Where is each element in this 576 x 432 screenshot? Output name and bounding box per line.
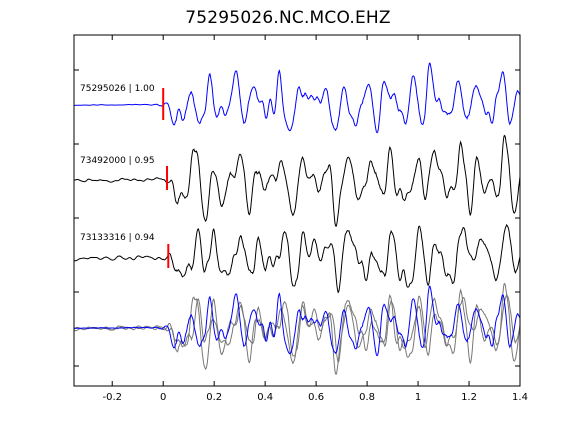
overlay-trace-1 <box>73 285 521 357</box>
trace-label-3: 73133316 | 0.94 <box>80 233 155 243</box>
trace-line-1 <box>73 62 521 134</box>
x-tick-label: 0.6 <box>308 392 324 403</box>
x-tick-label: -0.2 <box>102 392 122 403</box>
picks-group <box>162 88 170 268</box>
overlay-trace-2 <box>73 282 521 375</box>
x-tick-label: 0.4 <box>257 392 273 403</box>
x-tick-label: 0.8 <box>359 392 375 403</box>
x-tick-label: 1 <box>415 392 421 403</box>
trace-label-2: 73492000 | 0.95 <box>80 156 155 166</box>
x-tick-label: 0 <box>160 392 166 403</box>
trace-label-1: 75295026 | 1.00 <box>80 84 155 94</box>
chart-title: 75295026.NC.MCO.EHZ <box>185 8 391 28</box>
x-tick-label: 1.4 <box>512 392 528 403</box>
x-tick-label: 0.2 <box>206 392 222 403</box>
trace-labels-group: 75295026 | 1.00 73492000 | 0.95 73133316 |… <box>80 84 155 243</box>
traces-group <box>73 62 521 375</box>
plot-frame <box>73 34 521 387</box>
x-tick-label: 1.2 <box>461 392 477 403</box>
trace-line-3 <box>74 223 521 294</box>
axis-ticks-group: -0.2 0 0.2 0.4 0.6 0.8 1 1.2 1.4 <box>74 35 528 403</box>
trace-line-2 <box>73 134 521 227</box>
